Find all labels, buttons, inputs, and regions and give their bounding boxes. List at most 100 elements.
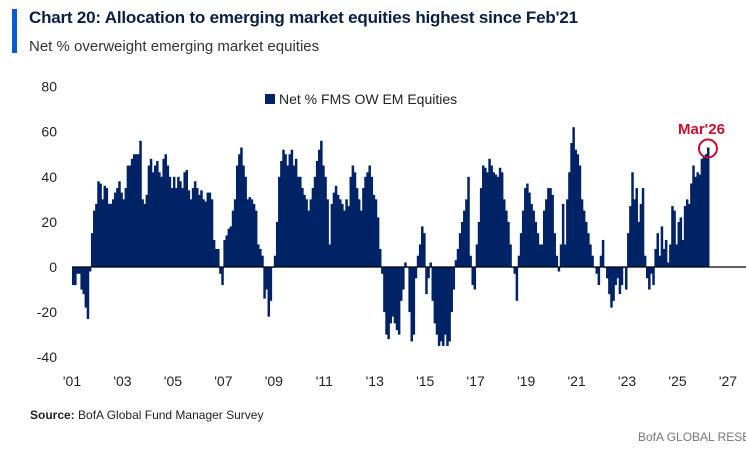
bar-2015-6 xyxy=(435,267,439,335)
bar-2013-11 xyxy=(395,267,399,331)
bar-2006-9 xyxy=(214,248,218,267)
bar-2019-9 xyxy=(542,210,546,268)
bar-2007-10 xyxy=(242,165,245,267)
bar-2013-9 xyxy=(391,267,395,317)
bar-2018-2 xyxy=(503,199,506,267)
x-tick-label: '27 xyxy=(719,373,737,389)
bar-2008-9 xyxy=(265,267,268,290)
chart-subtitle: Net % overweight emerging market equitie… xyxy=(29,38,320,55)
bar-2024-3 xyxy=(656,233,659,267)
bar-2004-10 xyxy=(166,165,170,267)
bar-2023-6 xyxy=(637,221,641,267)
bar-2012-9 xyxy=(366,172,369,267)
bar-2023-1 xyxy=(627,233,630,267)
bar-2004-12 xyxy=(170,188,174,267)
y-tick-label: 20 xyxy=(41,214,57,230)
bar-2011-6 xyxy=(334,185,338,267)
x-tick-label: '07 xyxy=(214,373,232,389)
bar-2020-1 xyxy=(551,194,554,267)
bar-2015-11 xyxy=(446,267,449,346)
bar-2004-6 xyxy=(158,172,161,267)
bar-2018-7 xyxy=(513,267,517,274)
bar-2006-7 xyxy=(210,199,214,267)
bar-2002-1 xyxy=(97,181,100,267)
bar-2022-12 xyxy=(624,267,628,290)
bar-2005-2 xyxy=(175,188,178,267)
bar-2009-4 xyxy=(280,161,283,267)
bar-2013-4 xyxy=(381,267,384,274)
bar-2002-8 xyxy=(111,199,115,267)
bar-2001-10 xyxy=(90,233,94,267)
y-axis: 80 60 40 20 0 -20 -40 xyxy=(37,79,57,366)
bar-2001-9 xyxy=(88,267,92,272)
bar-2014-11 xyxy=(421,226,424,267)
bar-2009-5 xyxy=(282,149,285,267)
bar-2008-10 xyxy=(267,267,271,317)
bar-2024-5 xyxy=(660,226,664,267)
bar-2022-8 xyxy=(616,267,620,279)
bar-2004-9 xyxy=(164,154,168,267)
bar-2006-5 xyxy=(206,192,210,267)
bar-2012-10 xyxy=(368,165,371,267)
bar-2005-1 xyxy=(172,176,176,267)
bar-2022-9 xyxy=(618,267,622,295)
bar-2013-8 xyxy=(389,267,392,324)
bar-2023-9 xyxy=(643,255,647,267)
bar-2009-2 xyxy=(275,221,279,267)
bar-2001-1 xyxy=(72,267,75,286)
bar-2021-7 xyxy=(589,244,592,267)
bar-2003-9 xyxy=(139,140,142,267)
bar-2019-7 xyxy=(538,244,542,267)
bar-2022-4 xyxy=(608,267,611,295)
bar-2014-1 xyxy=(399,267,403,301)
bar-2009-7 xyxy=(286,165,289,267)
bar-2009-1 xyxy=(273,255,277,267)
bar-2019-1 xyxy=(526,183,529,267)
bar-2012-3 xyxy=(353,172,357,267)
bar-2006-12 xyxy=(221,267,224,286)
bar-2002-12 xyxy=(120,192,123,267)
bar-2022-7 xyxy=(614,267,617,286)
bar-2023-4 xyxy=(633,199,636,267)
bar-2001-6 xyxy=(82,267,86,295)
bar-2025-10 xyxy=(696,172,699,267)
bar-2007-2 xyxy=(225,235,228,267)
bar-2011-2 xyxy=(326,199,329,267)
bar-2011-4 xyxy=(330,203,334,267)
bar-2003-10 xyxy=(141,199,144,267)
bar-2008-8 xyxy=(263,267,266,299)
bar-2023-2 xyxy=(629,206,632,267)
bar-2012-4 xyxy=(355,188,359,267)
bar-2025-1 xyxy=(677,221,681,267)
bar-2005-9 xyxy=(189,199,193,267)
bar-2002-7 xyxy=(109,203,113,267)
bar-2008-11 xyxy=(269,267,273,301)
bar-2011-9 xyxy=(341,203,344,267)
bar-2010-1 xyxy=(299,176,302,267)
bar-2010-11 xyxy=(320,140,323,267)
x-tick-label: '23 xyxy=(618,373,636,389)
bar-2020-6 xyxy=(561,203,565,267)
bar-2020-4 xyxy=(557,267,561,272)
bar-2009-11 xyxy=(294,158,298,267)
bar-2016-4 xyxy=(456,248,460,267)
bar-2003-1 xyxy=(122,199,125,267)
bar-2002-6 xyxy=(107,203,111,267)
bar-2017-7 xyxy=(488,158,491,267)
y-tick-label: 80 xyxy=(41,79,57,95)
bar-2007-7 xyxy=(236,165,239,267)
bar-2013-10 xyxy=(393,267,397,324)
bar-2019-4 xyxy=(532,210,535,268)
bar-2018-1 xyxy=(500,172,504,267)
bar-2019-11 xyxy=(547,188,550,267)
bar-2007-6 xyxy=(233,199,237,267)
bar-2017-4 xyxy=(481,165,485,267)
bar-2024-7 xyxy=(664,239,668,267)
bar-2023-10 xyxy=(645,267,649,279)
bar-2005-6 xyxy=(183,172,186,267)
bar-2015-10 xyxy=(444,267,447,335)
bar-2014-2 xyxy=(402,267,405,290)
bar-2008-1 xyxy=(248,197,252,267)
bar-2016-6 xyxy=(460,221,464,267)
bar-2012-2 xyxy=(351,165,355,267)
